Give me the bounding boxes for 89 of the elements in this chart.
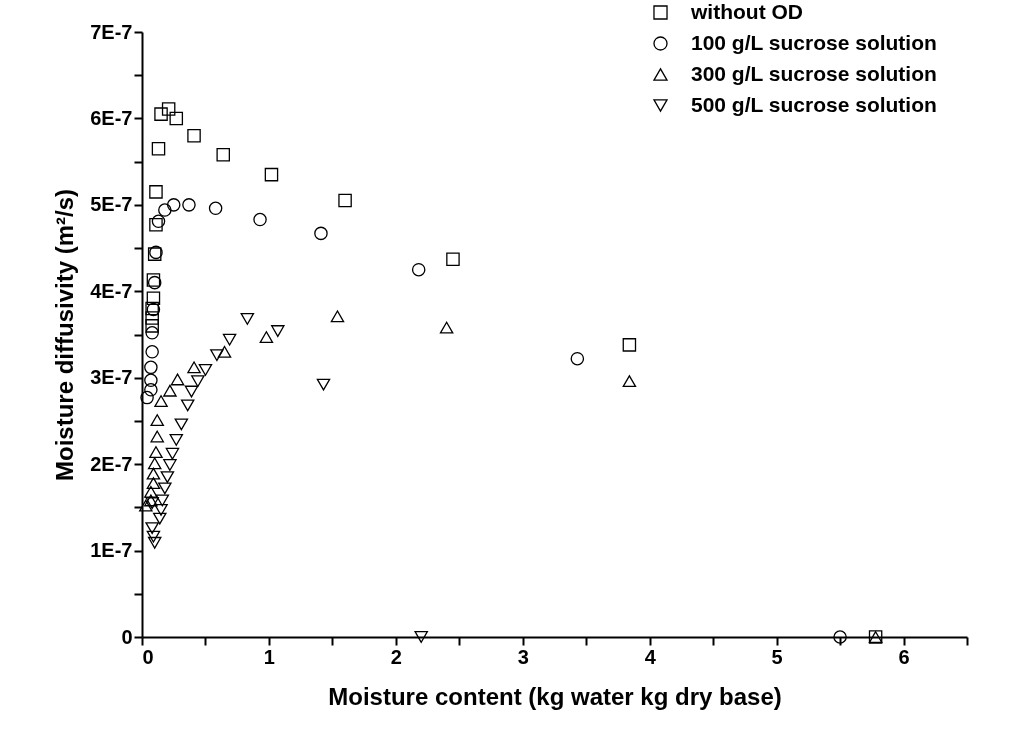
y-tick-label: 2E-7 [90,452,133,475]
point [264,167,279,182]
x-tick-label: 5 [771,645,783,668]
point [198,363,213,376]
point [149,185,163,199]
point [149,446,163,458]
point [259,331,274,344]
point [338,193,352,208]
point [184,385,199,398]
point [150,414,164,427]
point [446,252,460,267]
point [147,457,162,470]
point [216,147,230,162]
x-axis-title: Moisture content (kg water kg dry base) [328,682,782,710]
point [140,390,154,405]
y-tick-label: 5E-7 [90,193,133,216]
point [316,378,331,391]
point [146,291,161,305]
point [174,418,189,431]
point [158,482,172,495]
point [439,321,454,334]
point [155,494,170,507]
point [187,361,201,374]
point [166,198,181,212]
point [145,311,159,325]
point [414,631,428,643]
point [163,459,177,471]
point [170,373,185,386]
point [158,203,172,217]
y-tick-label: 1E-7 [90,539,133,562]
point [208,201,223,216]
legend-label: 500 g/L sucrose solution [691,92,937,116]
y-axis-title: Moisture diffusivity (m²/s) [51,188,79,482]
y-tick-label: 4E-7 [90,279,133,302]
point [222,333,237,346]
legend-label: 100 g/L sucrose solution [691,30,937,54]
point [833,630,847,644]
legend-label: 300 g/L sucrose solution [691,61,937,85]
point [145,522,159,535]
y-tick-label: 3E-7 [90,366,133,389]
point [330,310,345,323]
point [146,530,161,543]
point [622,338,637,352]
point [182,198,196,212]
point [151,141,166,156]
point [144,373,158,388]
point [146,467,161,480]
point [210,349,224,362]
point [154,395,168,407]
point [145,345,159,359]
point [253,212,267,227]
point [217,345,232,358]
point [145,326,159,340]
point [154,107,168,121]
point [154,504,168,516]
point [139,499,153,512]
point [160,471,175,484]
point [314,226,328,241]
point [163,384,177,397]
y-tick-label: 0 [121,625,133,648]
x-tick-label: 3 [517,645,529,668]
point [144,360,158,375]
legend-label: without OD [690,0,803,23]
point [240,312,255,325]
point [144,485,158,498]
point [153,512,167,525]
point [144,383,158,397]
point [570,351,585,366]
point [161,102,176,116]
point [191,375,205,388]
point [169,111,184,126]
point [169,433,184,446]
point [271,325,285,337]
y-tick-label: 6E-7 [90,106,133,129]
y-tick-label: 7E-7 [90,20,133,43]
point [147,536,162,549]
x-tick-label: 4 [644,645,657,668]
x-tick-label: 1 [263,645,275,668]
point [150,430,164,443]
point [622,375,637,388]
point [146,477,161,490]
point [165,447,180,460]
x-tick-label: 0 [142,645,154,668]
x-tick-label: 2 [390,645,402,668]
x-tick-label: 6 [898,645,910,668]
point [145,319,159,333]
point [411,262,426,277]
point [180,399,195,412]
point [187,128,201,143]
